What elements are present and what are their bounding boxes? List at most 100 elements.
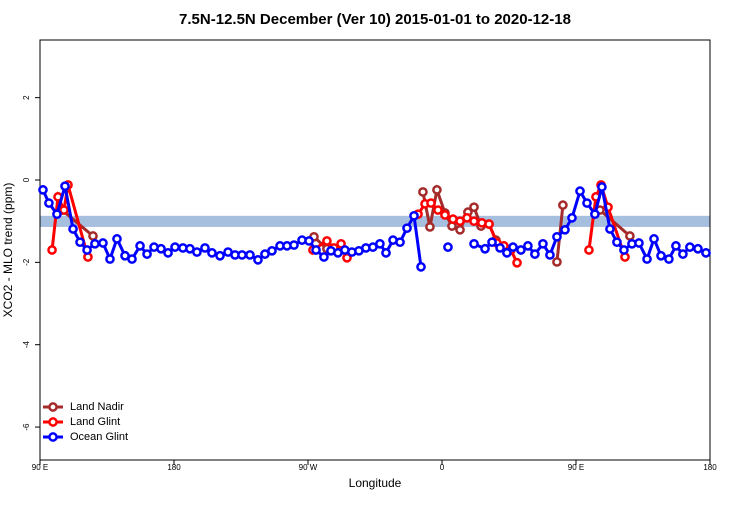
point [135,241,145,251]
point [105,254,115,264]
point [664,254,674,264]
point [52,209,62,220]
point [575,186,585,196]
point [512,257,522,268]
point [612,237,622,248]
point [605,224,615,234]
point [170,242,180,252]
point [156,243,166,254]
point [484,219,494,229]
point [381,248,391,258]
point [192,247,202,257]
point [98,238,108,248]
y-tick-label: -6 [22,423,31,431]
point [516,245,526,255]
point [455,224,465,235]
point [426,198,436,208]
point [440,210,450,220]
point [487,237,497,248]
reference-band [40,215,710,227]
legend-label: Ocean Glint [70,431,128,443]
point [538,238,548,249]
point [560,224,570,235]
point [245,250,255,260]
point [634,238,644,248]
point [502,248,512,258]
point [215,250,225,261]
y-tick-label: -4 [22,341,31,349]
point [523,241,533,251]
point [237,250,247,260]
point [112,234,122,244]
point [142,249,152,259]
point [582,198,592,208]
legend-marker [48,417,58,427]
point [319,252,329,262]
point [469,238,479,249]
point [552,257,562,267]
point [395,237,405,248]
chart-title: 7.5N-12.5N December (Ver 10) 2015-01-01 … [179,11,571,28]
point [311,245,321,255]
point [253,255,263,265]
point [590,209,600,220]
point [469,216,479,227]
point [68,224,78,234]
point [469,202,479,213]
point [402,223,412,234]
point [207,248,217,258]
y-tick-label: 2 [22,95,31,100]
point [88,231,98,241]
point [443,242,453,252]
point [267,245,277,256]
legend-marker [48,432,58,442]
point [495,243,505,253]
x-tick-label: 90 W [299,463,318,472]
point [60,181,70,192]
point [432,185,442,195]
point [567,213,577,223]
point [508,242,518,252]
point [693,243,703,254]
plot-frame [39,39,711,461]
point [656,250,666,261]
x-tick-label: 90 E [32,463,48,472]
point [200,243,210,253]
x-tick-label: 180 [703,463,717,472]
point [375,238,385,249]
point [671,241,681,251]
y-tick-label: 0 [22,177,31,182]
x-tick-label: 0 [440,463,445,472]
point [480,243,490,254]
point [649,234,659,244]
point [642,254,652,264]
point [701,248,711,258]
point [75,237,85,248]
point [59,205,69,215]
legend-label: Land Glint [70,416,120,428]
point [38,185,48,195]
point [289,240,299,250]
point [416,262,426,272]
point [418,187,428,197]
point [90,238,100,249]
point [425,222,435,232]
point [82,245,92,255]
point [304,236,314,246]
x-tick-label: 90 E [568,463,584,472]
legend-marker [48,402,58,412]
point [409,210,419,221]
point [552,231,562,242]
point [685,242,695,252]
point [558,200,568,210]
point [678,249,688,259]
point [433,205,443,215]
point [47,245,57,255]
point [530,249,540,259]
point [127,254,137,264]
point [597,182,607,192]
legend-label: Land Nadir [70,401,124,413]
point [625,231,635,241]
